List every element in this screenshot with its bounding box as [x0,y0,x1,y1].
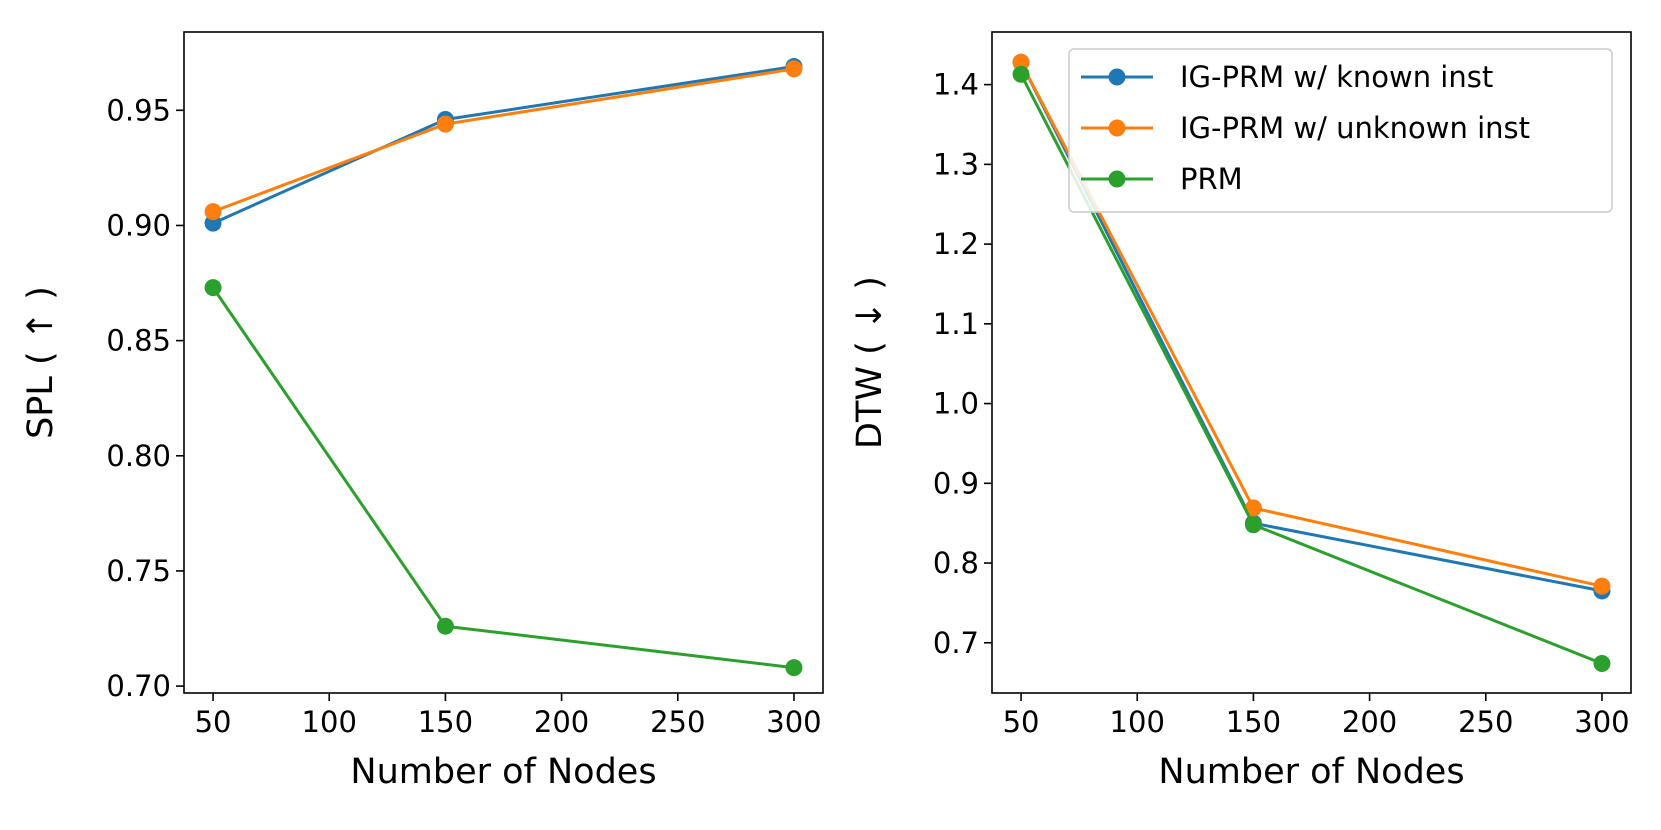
series-line-ig-prm-w-known-inst [212,65,795,225]
data-point-ig-prm-w-unknown-inst [1012,53,1030,71]
y-axis-label: DTW ( ↓ ) [850,276,890,449]
legend-marker [1108,68,1126,86]
data-point-ig-prm-w-unknown-inst [204,203,222,221]
y-axis-label: SPL ( ↑ ) [21,286,61,439]
legend-label: IG-PRM w/ unknown inst [1180,111,1530,145]
spl-chart: 50 100 150 200 250 300 0.70 0.75 0.80 0.85 0.90 0.9… [21,31,824,792]
x-tick-label: 100 [302,705,357,739]
y-tick-label: 0.85 [106,324,171,358]
x-tick-label: 300 [1574,705,1629,739]
legend-item-ig-prm-w-known-inst: IG-PRM w/ known inst [1081,60,1493,94]
legend-item-prm: PRM [1081,162,1243,196]
y-tick-label: 0.7 [933,626,979,660]
data-point-prm [1012,65,1030,83]
legend-label: PRM [1180,162,1243,196]
data-point-prm [204,279,222,297]
data-point-ig-prm-w-unknown-inst [436,115,454,133]
legend-item-ig-prm-w-unknown-inst: IG-PRM w/ unknown inst [1081,111,1530,145]
legend-box [1068,48,1613,213]
plot-frame [991,31,1632,694]
y-tick-label: 1.2 [933,227,979,261]
y-tick-label: 0.75 [106,554,171,588]
x-axis-label: Number of Nodes [350,752,656,792]
data-point-ig-prm-w-unknown-inst [1244,499,1262,517]
x-axis-label: Number of Nodes [1158,752,1464,792]
data-point-prm [1593,654,1611,672]
legend-marker [1108,119,1126,137]
dtw-chart: 50 100 150 200 250 300 0.7 0.8 0.9 1.0 1.1 1.2 1.3 1.… [850,31,1632,792]
y-tick-label: 0.90 [106,208,171,242]
data-point-prm [1244,516,1262,534]
data-point-ig-prm-w-unknown-inst [785,60,803,78]
y-tick-label: 0.8 [933,546,979,580]
legend: IG-PRM w/ known inst IG-PRM w/ unknown in… [1068,48,1613,213]
y-tick-label: 0.80 [106,439,171,473]
y-tick-label: 0.70 [106,669,171,703]
data-point-prm [785,659,803,677]
y-tick-label: 0.95 [106,93,171,127]
x-tick-label: 50 [1003,705,1040,739]
x-tick-label: 250 [650,705,705,739]
y-tick-label: 1.3 [933,147,979,181]
y-tick-label: 1.0 [933,387,979,421]
plot-frame [183,31,824,694]
x-tick-label: 100 [1110,705,1165,739]
x-tick-label: 300 [766,705,821,739]
x-tick-label: 50 [195,705,232,739]
x-tick-label: 200 [1342,705,1397,739]
x-tick-label: 150 [1226,705,1281,739]
series-line-ig-prm-w-unknown-inst [212,67,795,214]
data-point-prm [436,617,454,635]
data-point-ig-prm-w-unknown-inst [1593,577,1611,595]
legend-label: IG-PRM w/ known inst [1180,60,1493,94]
y-tick-label: 1.1 [933,307,979,341]
legend-marker [1108,170,1126,188]
x-tick-label: 200 [534,705,589,739]
series-line-prm [211,286,795,670]
y-tick-label: 1.4 [933,68,979,102]
y-tick-label: 0.9 [933,466,979,500]
x-tick-label: 150 [418,705,473,739]
x-tick-label: 250 [1458,705,1513,739]
